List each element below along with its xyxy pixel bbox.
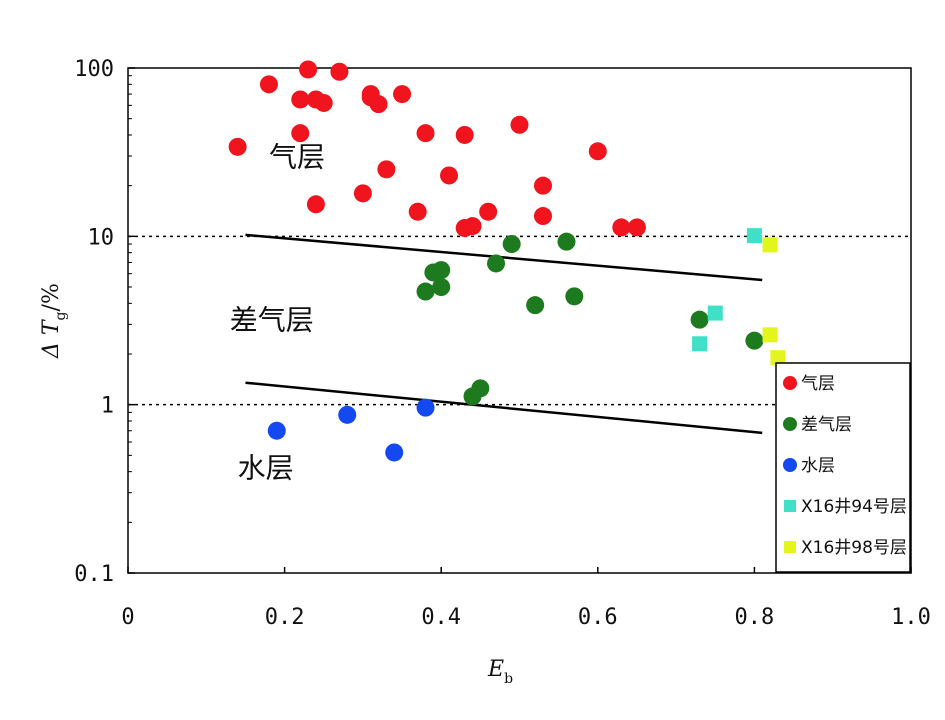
point-series0-11	[291, 124, 310, 143]
point-series0-3	[299, 60, 318, 79]
point-series0-23	[533, 176, 552, 195]
legend-label-3: X16井94号层	[801, 497, 907, 517]
point-series0-1	[259, 75, 278, 94]
point-series3-2	[746, 228, 762, 244]
point-series0-27	[627, 218, 646, 237]
point-series1-12	[471, 379, 490, 398]
x-tick-label-2: 0.4	[421, 605, 461, 630]
point-series0-2	[291, 90, 310, 109]
legend-label-0: 气层	[801, 374, 835, 394]
point-series3-1	[707, 305, 723, 321]
legend-box	[775, 362, 911, 573]
point-series0-15	[408, 202, 427, 221]
y-tick-label-0: 0.1	[74, 562, 114, 587]
point-series2-2	[385, 443, 404, 462]
point-series1-3	[432, 278, 451, 297]
point-series1-5	[502, 235, 521, 254]
point-series2-3	[416, 398, 435, 417]
point-series0-17	[440, 166, 459, 185]
point-series0-13	[353, 184, 372, 203]
point-series4-2	[770, 350, 786, 366]
legend-marker-0	[783, 376, 797, 390]
point-series2-0	[267, 421, 286, 440]
point-series1-6	[526, 296, 545, 315]
point-series0-10	[393, 85, 412, 104]
region-label-1: 差气层	[230, 303, 314, 336]
y-tick-label-3: 100	[74, 57, 114, 82]
point-series1-7	[557, 232, 576, 251]
boundary-line-1	[245, 381, 763, 435]
point-series2-1	[338, 405, 357, 424]
legend-marker-2	[783, 458, 797, 472]
point-series0-20	[463, 217, 482, 236]
point-series4-1	[762, 327, 778, 343]
point-series0-12	[306, 195, 325, 214]
point-series0-24	[533, 207, 552, 226]
x-axis-ticks: 0 0.2 0.4 0.6 0.8 1.0	[121, 567, 931, 630]
legend-label-4: X16井98号层	[801, 538, 907, 558]
legend-marker-1	[783, 417, 797, 431]
point-series0-6	[330, 62, 349, 81]
point-series0-21	[479, 202, 498, 221]
point-series0-14	[377, 160, 396, 179]
point-series0-25	[588, 142, 607, 161]
x-tick-label-4: 0.8	[735, 605, 775, 630]
point-series0-26	[612, 218, 631, 237]
y-axis-title: Δ Tg/%	[39, 283, 69, 359]
point-series1-2	[432, 261, 451, 280]
point-series1-10	[745, 331, 764, 350]
data-points	[228, 60, 786, 462]
point-series0-16	[416, 124, 435, 143]
boundary-line-0	[245, 233, 763, 282]
point-series1-9	[690, 310, 709, 329]
y-tick-label-2: 10	[88, 225, 115, 250]
x-tick-label-3: 0.6	[578, 605, 618, 630]
x-tick-label-1: 0.2	[265, 605, 305, 630]
y-axis-ticks: 0.1 1 10 100	[74, 57, 135, 587]
point-series0-18	[455, 125, 474, 144]
point-series4-0	[762, 237, 778, 253]
point-series1-8	[565, 287, 584, 306]
region-label-2: 水层	[238, 451, 294, 484]
point-series0-0	[228, 137, 247, 156]
point-series0-9	[369, 95, 388, 114]
point-series0-5	[314, 93, 333, 112]
boundary-lines	[245, 233, 763, 435]
point-series0-22	[510, 115, 529, 134]
point-series1-0	[416, 282, 435, 301]
x-tick-label-5: 1.0	[891, 605, 931, 630]
legend-label-1: 差气层	[801, 415, 852, 435]
point-series3-0	[692, 336, 708, 352]
y-tick-label-1: 1	[101, 394, 114, 419]
legend-marker-4	[784, 541, 796, 553]
point-series1-4	[487, 254, 506, 273]
region-label-0: 气层	[269, 140, 325, 173]
legend-label-2: 水层	[801, 456, 835, 476]
x-tick-label-0: 0	[121, 605, 134, 630]
x-axis-title: Eb	[487, 657, 513, 687]
legend-marker-3	[784, 500, 796, 512]
